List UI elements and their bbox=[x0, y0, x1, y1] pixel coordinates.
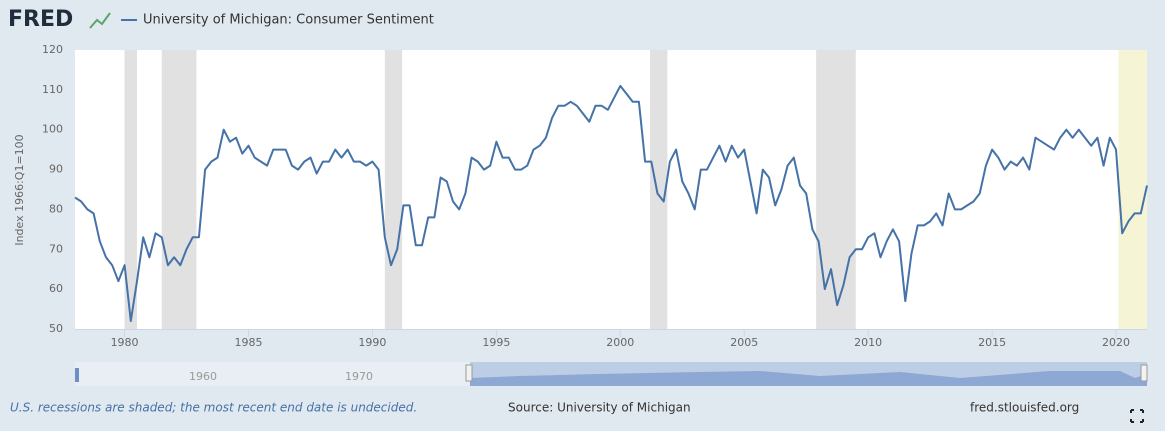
x-tick-label: 2005 bbox=[730, 336, 758, 349]
y-tick-label: 120 bbox=[42, 43, 63, 56]
x-tick-label: 2000 bbox=[606, 336, 634, 349]
plot-area bbox=[75, 50, 1147, 329]
navigator-series bbox=[470, 371, 1147, 386]
x-tick-label: 2020 bbox=[1102, 336, 1130, 349]
logo-icon bbox=[89, 12, 111, 29]
x-tick-label: 2015 bbox=[978, 336, 1006, 349]
navigator-handle[interactable] bbox=[465, 364, 473, 382]
y-tick-label: 60 bbox=[49, 282, 63, 295]
y-tick-label: 50 bbox=[49, 322, 63, 335]
y-axis-label: Index 1966:Q1=100 bbox=[13, 134, 26, 245]
x-tick-label: 1980 bbox=[111, 336, 139, 349]
x-tick-label: 1990 bbox=[358, 336, 386, 349]
navigator-tick-label: 1970 bbox=[345, 370, 373, 383]
x-tick-label: 1985 bbox=[235, 336, 263, 349]
source: Source: University of Michigan bbox=[508, 401, 691, 415]
x-tick-label: 1995 bbox=[482, 336, 510, 349]
recession-shade bbox=[816, 50, 856, 329]
y-tick-label: 70 bbox=[49, 242, 63, 255]
recession-shade bbox=[650, 50, 668, 329]
series-line bbox=[74, 84, 1148, 322]
recession-note: U.S. recessions are shaded; the most rec… bbox=[10, 401, 417, 415]
navigator-marker bbox=[75, 368, 79, 382]
y-tick-label: 100 bbox=[42, 123, 63, 136]
recession-shade bbox=[124, 50, 137, 329]
recession-shade bbox=[384, 50, 403, 329]
navigator-tick-label: 1960 bbox=[189, 370, 217, 383]
x-tick-label: 2010 bbox=[854, 336, 882, 349]
legend-entry: University of Michigan: Consumer Sentime… bbox=[143, 13, 434, 28]
recession-shade bbox=[1118, 50, 1147, 329]
site-link[interactable]: fred.stlouisfed.org bbox=[970, 401, 1079, 415]
y-tick-label: 80 bbox=[49, 202, 63, 215]
navigator-handle[interactable] bbox=[1140, 364, 1148, 382]
y-tick-label: 110 bbox=[42, 83, 63, 96]
recession-shade bbox=[161, 50, 197, 329]
logo: FRED bbox=[8, 7, 73, 32]
fullscreen-icon[interactable] bbox=[1130, 409, 1144, 423]
y-tick-label: 90 bbox=[49, 163, 63, 176]
